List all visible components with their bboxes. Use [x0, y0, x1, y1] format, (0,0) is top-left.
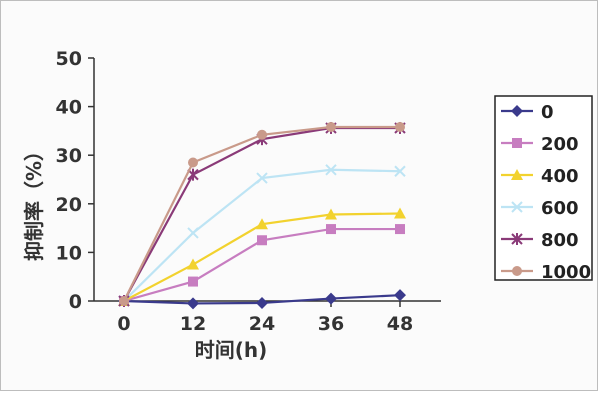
- x-tick-label: 48: [387, 313, 413, 335]
- data-point-1000-24: [257, 129, 267, 140]
- series-0: [118, 289, 406, 310]
- data-point-1000-48: [395, 122, 405, 133]
- legend-label: 600: [541, 198, 579, 219]
- series-1000: [119, 122, 405, 306]
- y-tick-label: 30: [56, 145, 82, 167]
- data-point-0-24: [256, 296, 268, 309]
- y-tick-label: 20: [56, 194, 82, 216]
- y-axis-title: 抑制率（%）: [22, 141, 46, 261]
- legend: 0 200 400 600 800 1000: [494, 95, 593, 283]
- legend-item-1000: 1000: [501, 262, 591, 283]
- legend-box: [494, 95, 593, 281]
- data-point-600-48: [394, 165, 406, 177]
- data-point-0-48: [394, 289, 406, 302]
- legend-item-200: 200: [501, 134, 579, 155]
- legend-label: 0: [541, 102, 554, 123]
- data-point-0-36: [325, 292, 337, 305]
- x-axis-title: 时间(h): [195, 338, 268, 362]
- y-tick-label: 50: [56, 48, 82, 70]
- data-point-600-36: [325, 164, 337, 176]
- y-tick-label: 0: [69, 291, 82, 313]
- legend-item-800: 800: [501, 230, 579, 251]
- data-point-1000-12: [188, 157, 198, 168]
- x-tick-label: 0: [117, 313, 130, 335]
- data-point-1000-0: [119, 296, 129, 306]
- data-point-legend-400: [511, 169, 523, 180]
- legend-label: 800: [541, 230, 579, 251]
- legend-label: 1000: [541, 262, 591, 283]
- data-point-legend-600: [511, 201, 523, 213]
- data-point-400-48: [394, 207, 406, 219]
- legend-item-400: 400: [501, 166, 579, 187]
- data-point-400-12: [187, 258, 199, 270]
- data-point-1000-36: [326, 122, 336, 133]
- data-point-400-36: [325, 208, 337, 220]
- legend-item-600: 600: [501, 198, 579, 219]
- data-point-200-24: [257, 235, 267, 246]
- x-tick-label: 12: [180, 313, 206, 335]
- x-tick-label: 36: [318, 313, 344, 335]
- y-tick-label: 10: [56, 242, 82, 264]
- data-point-200-12: [188, 276, 198, 287]
- data-point-600-12: [187, 227, 199, 239]
- data-point-200-48: [395, 224, 405, 235]
- data-point-legend-800: [511, 233, 523, 245]
- axes: 0 10 20 30 40 50 0 12 24 36 48: [56, 48, 441, 335]
- x-tick-label: 24: [249, 313, 275, 335]
- y-tick-label: 40: [56, 97, 82, 119]
- data-point-400-24: [256, 218, 268, 230]
- legend-item-0: 0: [501, 102, 554, 123]
- legend-label: 400: [541, 166, 579, 187]
- data-point-200-36: [326, 224, 336, 235]
- data-point-legend-0: [511, 105, 523, 117]
- data-point-legend-1000: [512, 266, 522, 276]
- data-point-600-24: [256, 172, 268, 184]
- data-point-legend-200: [512, 138, 522, 148]
- series-group: [118, 121, 406, 310]
- legend-label: 200: [541, 134, 579, 155]
- data-point-0-12: [187, 297, 199, 310]
